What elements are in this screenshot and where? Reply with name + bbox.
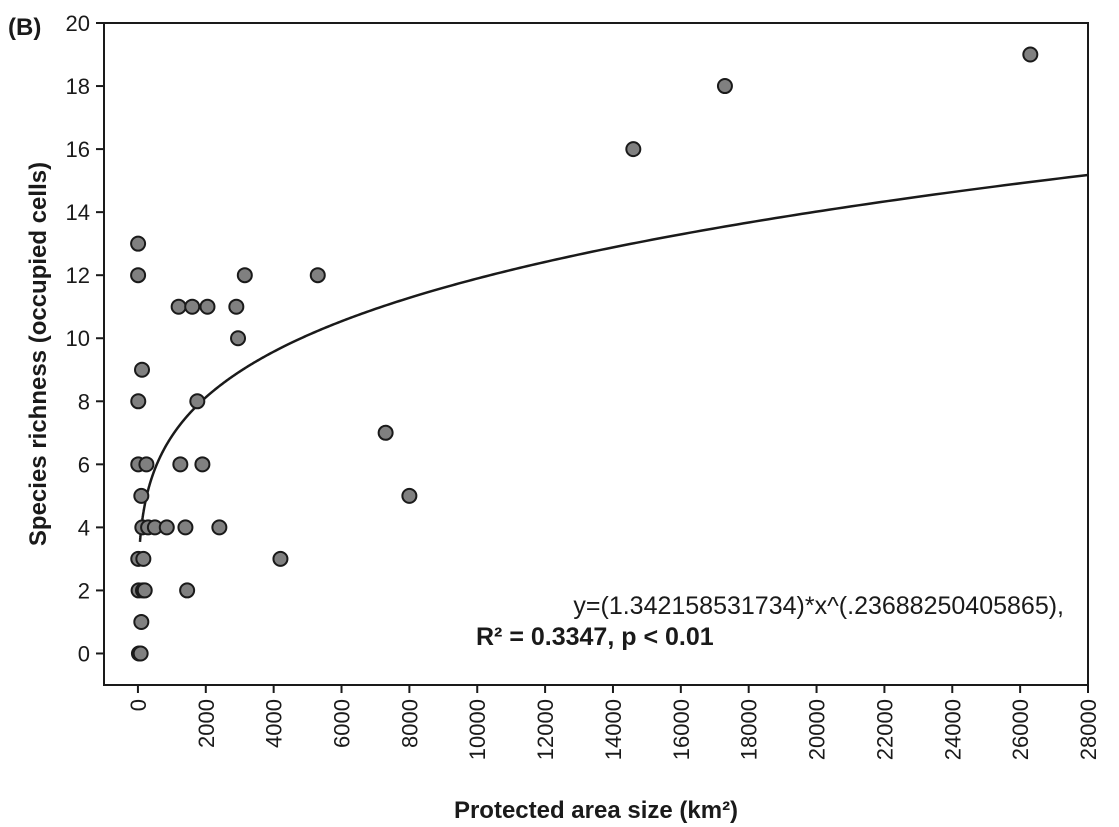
x-tick-label: 12000 xyxy=(533,699,558,760)
data-point xyxy=(377,424,394,441)
data-point xyxy=(272,550,289,567)
x-tick-label: 6000 xyxy=(330,699,355,748)
data-point xyxy=(130,393,147,410)
x-tick-label: 22000 xyxy=(872,699,897,760)
data-point xyxy=(625,141,642,158)
data-point xyxy=(236,267,253,284)
data-point xyxy=(130,235,147,252)
data-point xyxy=(170,298,187,315)
y-axis: 0 2 4 6 8 10 12 14 16 18 20 xyxy=(66,11,104,666)
fit-curve-layer xyxy=(138,173,1089,542)
y-tick-label: 10 xyxy=(66,326,90,351)
data-point xyxy=(172,456,189,473)
fit-equation: y=(1.342158531734)*x^(.23688250405865), xyxy=(573,592,1064,620)
data-point xyxy=(401,487,418,504)
y-tick-label: 18 xyxy=(66,74,90,99)
data-point xyxy=(138,456,155,473)
x-tick-label: 0 xyxy=(126,699,151,711)
data-point xyxy=(194,456,211,473)
y-tick-label: 2 xyxy=(78,578,90,603)
x-tick-label: 14000 xyxy=(601,699,626,760)
data-point xyxy=(228,298,245,315)
fit-statistics: R² = 0.3347, p < 0.01 xyxy=(476,623,714,651)
x-tick-label: 8000 xyxy=(397,699,422,748)
data-point xyxy=(158,519,175,536)
y-tick-label: 8 xyxy=(78,389,90,414)
data-point xyxy=(309,267,326,284)
y-tick-label: 0 xyxy=(78,641,90,666)
data-point xyxy=(179,582,196,599)
data-point xyxy=(1022,46,1039,63)
data-point xyxy=(211,519,228,536)
data-point xyxy=(136,582,153,599)
data-point xyxy=(230,330,247,347)
data-point xyxy=(135,550,152,567)
y-tick-label: 20 xyxy=(66,11,90,36)
data-point xyxy=(189,393,206,410)
x-tick-label: 20000 xyxy=(805,699,830,760)
y-axis-title: Species richness (occupied cells) xyxy=(25,162,52,546)
x-axis: 0 2000 4000 6000 8000 10000 12000 14000 16000 180… xyxy=(126,685,1101,760)
data-point xyxy=(130,267,147,284)
data-point xyxy=(716,78,733,95)
plot-frame xyxy=(103,22,1089,686)
data-point xyxy=(132,645,149,662)
data-point xyxy=(199,298,216,315)
y-tick-label: 16 xyxy=(66,137,90,162)
x-axis-title: Protected area size (km²) xyxy=(454,797,738,824)
x-tick-label: 26000 xyxy=(1008,699,1033,760)
data-points xyxy=(130,46,1039,662)
x-tick-label: 10000 xyxy=(465,699,490,760)
y-tick-label: 14 xyxy=(66,200,90,225)
x-tick-label: 16000 xyxy=(669,699,694,760)
x-tick-label: 24000 xyxy=(940,699,965,760)
x-tick-label: 28000 xyxy=(1076,699,1101,760)
panel-label: (B) xyxy=(8,14,41,41)
x-tick-label: 2000 xyxy=(194,699,219,748)
x-tick-label: 4000 xyxy=(262,699,287,748)
data-point xyxy=(184,298,201,315)
data-point xyxy=(177,519,194,536)
fit-curve xyxy=(138,173,1089,542)
data-point xyxy=(134,361,151,378)
y-tick-label: 6 xyxy=(78,452,90,477)
x-tick-label: 18000 xyxy=(737,699,762,760)
y-tick-label: 12 xyxy=(66,263,90,288)
y-tick-label: 4 xyxy=(78,515,90,540)
data-point xyxy=(133,613,150,630)
data-point xyxy=(133,487,150,504)
